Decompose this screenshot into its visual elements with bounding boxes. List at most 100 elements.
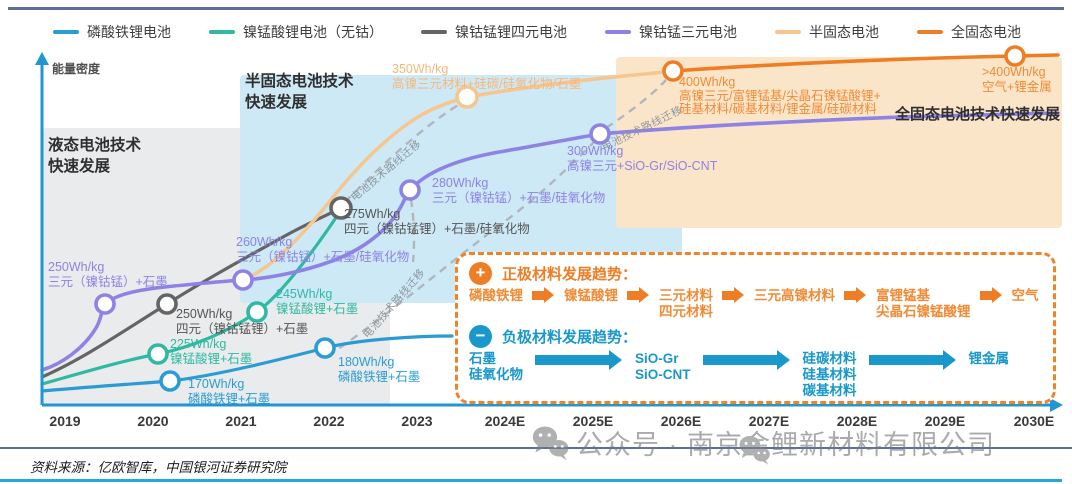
- point-lfp-170: [159, 370, 181, 392]
- plus-icon: +: [469, 262, 492, 285]
- cathode-item: 镍锰酸锂: [564, 288, 618, 303]
- x-axis-arrow: [1050, 398, 1063, 412]
- migration-dash-lfp-to-300: [327, 141, 595, 357]
- legend-label: 半固态电池: [809, 24, 879, 40]
- material-trend-box: + 正极材料发展趋势： 磷酸铁锂 镍锰酸锂 三元材料 四元材料 三元高镍材料 富…: [455, 252, 1056, 404]
- legend-item-lfp: 磷酸铁锂电池: [53, 22, 171, 42]
- legend-line-lnmo: [209, 30, 235, 34]
- x-tick: 2028E: [836, 413, 878, 429]
- x-tick: 2019: [49, 413, 81, 429]
- point-ternary-250: [94, 293, 116, 315]
- legend-line-lfp: [53, 30, 79, 34]
- legend-line-semi-solid: [775, 30, 801, 34]
- region-label-liquid: 液态电池技术 快速发展: [48, 137, 142, 175]
- arrow-right-icon: [979, 287, 1002, 303]
- minus-icon: −: [469, 325, 492, 348]
- positive-trend-header: + 正极材料发展趋势：: [469, 262, 1042, 285]
- annotation-ternary-250: 250Wh/kg 三元（镍钴锰）+石墨: [48, 260, 168, 289]
- footer-divider: [0, 447, 1072, 449]
- x-tick: 2022: [313, 413, 345, 429]
- x-tick: 2021: [225, 413, 257, 429]
- legend-item-ternary: 镍钴锰三元电池: [605, 22, 737, 42]
- legend-label: 镍钴锰锂四元电池: [455, 24, 567, 40]
- arrow-right-icon: [532, 287, 554, 303]
- x-tick: 2029E: [924, 413, 966, 429]
- bottom-divider: [0, 479, 1062, 482]
- x-tick: 2025E: [572, 413, 614, 429]
- region-label-semi-solid: 半固态电池技术 快速发展: [245, 73, 354, 111]
- point-solid-400plus: [1004, 45, 1026, 67]
- negative-trend-flow: 石墨 硅氧化物 SiO-Gr SiO-CNT 硅碳材料 硅基材料 碳基材料 锂金…: [469, 349, 1042, 399]
- cathode-item: 三元高镍材料: [754, 288, 835, 303]
- annotation-solid-400plus: >400Wh/kg 空气+锂金属: [982, 65, 1052, 94]
- curve-lfp: [40, 334, 454, 393]
- arrow-right-icon: [702, 349, 790, 370]
- positive-trend-flow: 磷酸铁锂 镍锰酸锂 三元材料 四元材料 三元高镍材料 富锂锰基 尖晶石镍锰酸锂 …: [469, 287, 1042, 320]
- legend-item-all-solid: 全固态电池: [917, 22, 1021, 42]
- point-quad-250: [156, 293, 178, 315]
- arrow-right-icon: [627, 287, 649, 303]
- x-tick: 2030E: [1013, 413, 1055, 429]
- negative-trend-header: − 负极材料发展趋势：: [469, 325, 1042, 348]
- annotation-semi-350: 350Wh/kg 高镍三元材料+硅碳/硅氧化物/石墨: [392, 62, 582, 91]
- annotation-ternary-300: 300Wh/kg 高镍三元+SiO-Gr/SiO-CNT: [567, 144, 718, 173]
- annotation-lnmo-245: 245Wh/kg 镍锰酸锂+石墨: [276, 287, 359, 316]
- annotation-lfp-170: 170Wh/kg 磷酸铁锂+石墨: [188, 377, 271, 406]
- arrow-right-icon: [535, 349, 622, 370]
- x-tick: 2023: [401, 413, 433, 429]
- positive-trend-title: 正极材料发展趋势：: [502, 266, 638, 283]
- anode-item: 锂金属: [968, 351, 1010, 366]
- annotation-lnmo-225: 225Wh/kg 镍锰酸锂+石墨: [170, 337, 253, 366]
- annotation-ternary-280: 280Wh/kg 三元（镍钴锰）+石墨/硅氧化物: [432, 176, 606, 205]
- x-tick: 2020: [137, 413, 169, 429]
- legend-label: 全固态电池: [951, 24, 1021, 40]
- point-semi-350: [455, 85, 479, 109]
- point-lnmo-225: [147, 343, 169, 365]
- legend-label: 镍钴锰三元电池: [639, 24, 737, 40]
- point-ternary-300: [589, 123, 611, 145]
- point-ternary-280: [399, 179, 421, 201]
- legend-item-quaternary: 镍钴锰锂四元电池: [421, 22, 567, 42]
- top-divider: [8, 7, 1064, 10]
- y-axis-label: 能量密度: [52, 62, 101, 76]
- negative-trend-title: 负极材料发展趋势：: [502, 329, 638, 346]
- point-solid-400: [662, 60, 684, 82]
- x-tick: 2026E: [660, 413, 702, 429]
- annotation-solid-400: 400Wh/kg 高镍三元/富锂锰基/尖晶石镍锰酸锂+ 硅基材料/碳基材料/锂金…: [679, 75, 881, 116]
- anode-item: 石墨 硅氧化物: [469, 351, 523, 382]
- migration-dash-300-to-400: [605, 79, 667, 129]
- chart-legend: 磷酸铁锂电池 镍锰酸锂电池（无钴） 镍钴锰锂四元电池 镍钴锰三元电池 半固态电池…: [42, 22, 1032, 42]
- region-label-all-solid: 全固态电池技术快速发展: [895, 106, 1061, 123]
- legend-line-ternary: [605, 30, 631, 34]
- curve-lnmo: [40, 208, 343, 386]
- source-note: 资料来源：亿欧智库，中国银河证券研究院: [30, 460, 287, 475]
- annotation-lfp-180: 180Wh/kg 磷酸铁锂+石墨: [338, 355, 421, 384]
- annotation-quad-275: 275Wh/kg 四元（镍钴锰锂）+石墨/硅氧化物: [344, 207, 530, 236]
- y-axis-arrow: [35, 52, 49, 65]
- point-ternary-260: [232, 269, 254, 291]
- anode-item: 硅碳材料 硅基材料 碳基材料: [802, 351, 857, 398]
- legend-line-all-solid: [917, 30, 943, 34]
- cathode-item: 磷酸铁锂: [469, 288, 523, 303]
- arrow-right-icon: [722, 287, 744, 303]
- migration-dash-quad-to-350: [344, 102, 461, 203]
- wechat-icon: [532, 425, 569, 460]
- legend-label: 镍锰酸锂电池（无钴）: [243, 24, 383, 40]
- cathode-item: 三元材料 四元材料: [659, 288, 713, 319]
- arrow-right-icon: [868, 349, 956, 370]
- point-lnmo-245: [246, 301, 268, 323]
- legend-item-semi-solid: 半固态电池: [775, 22, 879, 42]
- wechat-icon: [739, 435, 770, 465]
- point-lfp-180: [314, 337, 336, 359]
- cathode-item: 富锂锰基 尖晶石镍锰酸锂: [876, 288, 971, 319]
- curve-semi-solid: [241, 69, 675, 282]
- migration-dash-vertical: [409, 198, 416, 263]
- annotation-ternary-260: 260Wh/kg 三元（镍钴锰）+石墨/硅氧化物: [236, 235, 410, 264]
- region-all-solid-battery: [616, 57, 1062, 228]
- anode-item: SiO-Gr SiO-CNT: [635, 351, 691, 382]
- legend-line-quaternary: [421, 30, 447, 34]
- point-quad-275: [329, 196, 353, 220]
- watermark-text: 公众号 · 南京金鲤新材料有限公司: [576, 430, 995, 460]
- cathode-item: 空气: [1011, 288, 1039, 303]
